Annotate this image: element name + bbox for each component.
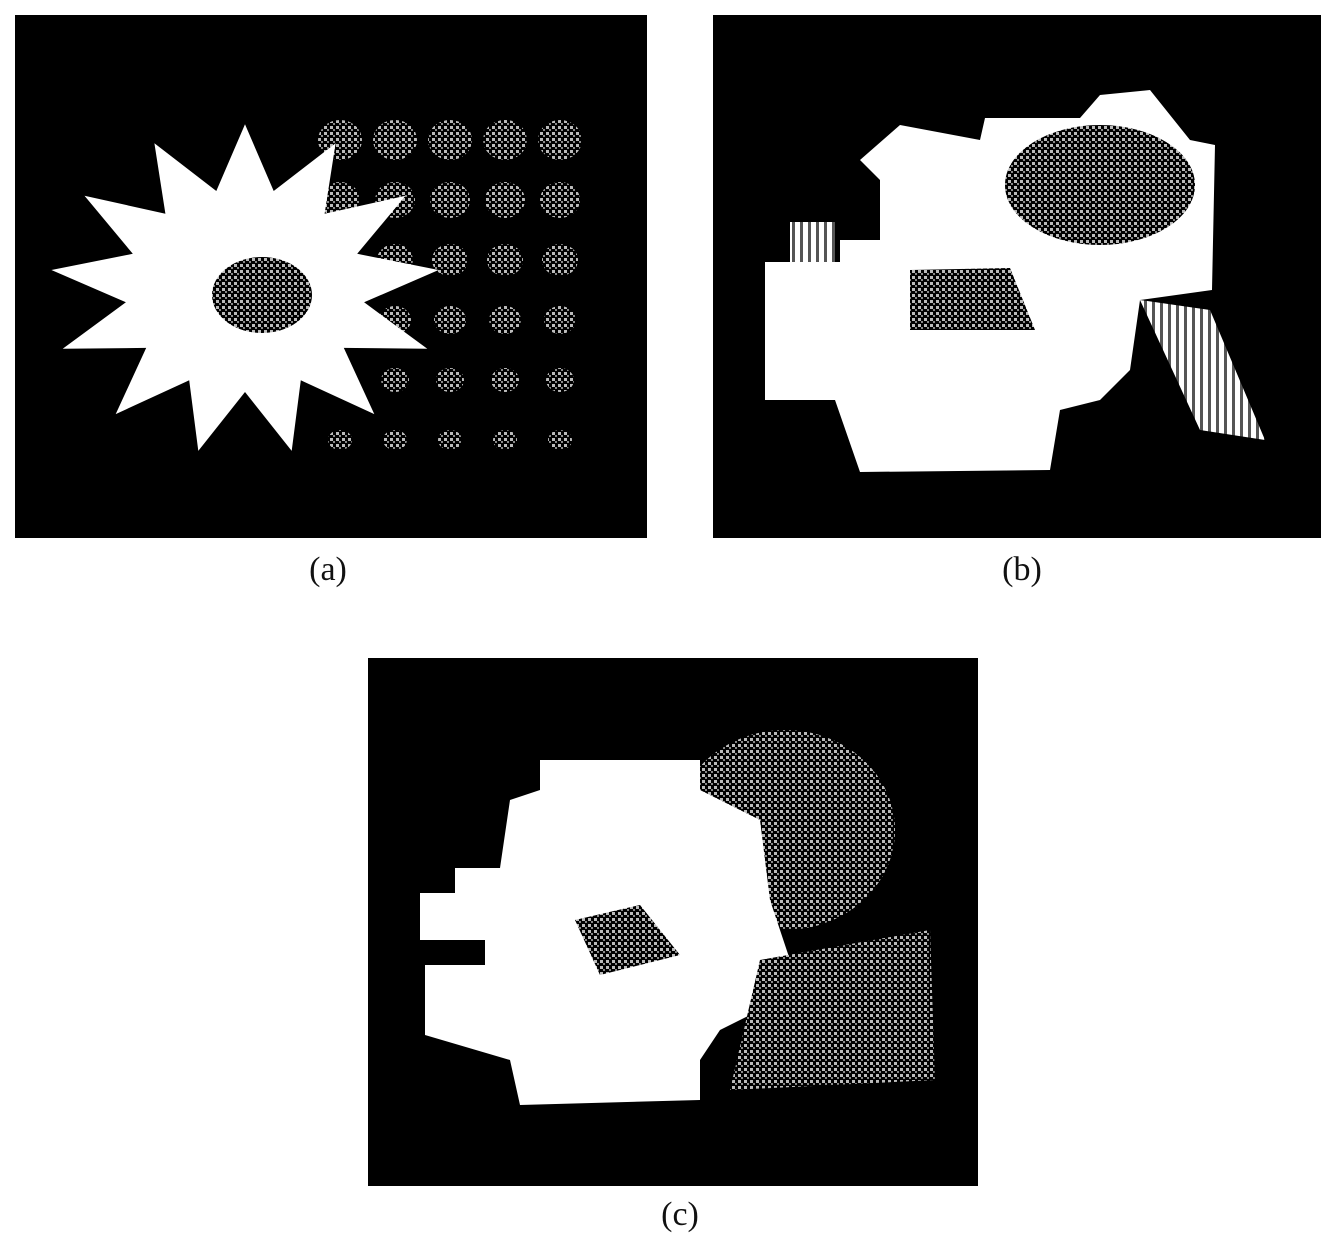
caption: (b)	[1002, 551, 1042, 588]
texture	[544, 306, 576, 334]
figure: (a) (b) (c)	[0, 0, 1321, 1235]
texture	[790, 222, 835, 262]
texture	[493, 430, 517, 450]
texture	[328, 430, 352, 450]
panel-b: (b)	[713, 15, 1321, 588]
texture	[436, 368, 464, 392]
texture	[540, 182, 580, 218]
texture	[542, 244, 578, 276]
page: (a) (b) (c) (() => { const data = JSON.p…	[0, 0, 1321, 1235]
panel-a: (a)	[15, 15, 647, 588]
texture	[428, 120, 472, 160]
caption: (c)	[661, 1196, 699, 1233]
texture	[487, 244, 523, 276]
texture	[432, 244, 468, 276]
caption: (a)	[309, 551, 347, 588]
texture	[438, 430, 462, 450]
texture	[538, 120, 582, 160]
texture	[381, 368, 409, 392]
texture	[434, 306, 466, 334]
texture	[430, 182, 470, 218]
texture	[485, 182, 525, 218]
texture	[489, 306, 521, 334]
texture	[491, 368, 519, 392]
texture	[548, 430, 572, 450]
texture	[546, 368, 574, 392]
panel-c: (c)	[368, 658, 978, 1233]
flower-center	[212, 257, 312, 333]
texture	[383, 430, 407, 450]
texture	[373, 120, 417, 160]
texture	[1005, 125, 1195, 245]
texture	[483, 120, 527, 160]
